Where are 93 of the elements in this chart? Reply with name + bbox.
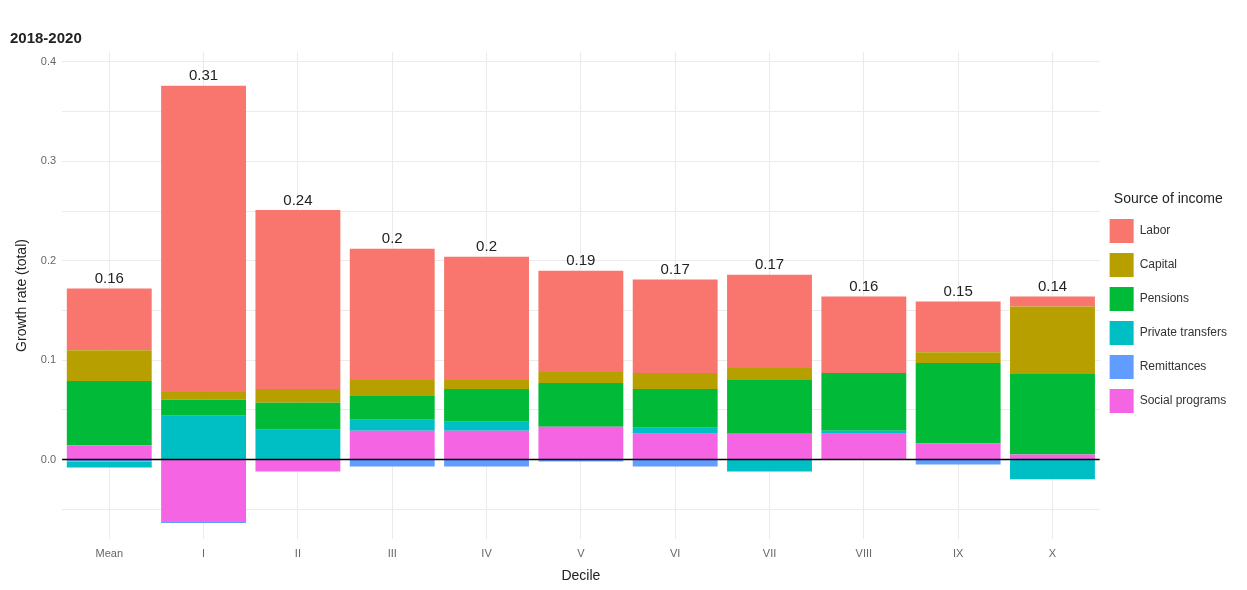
bar [255, 459, 341, 472]
bar [255, 388, 341, 403]
bar [444, 430, 529, 459]
chart-title: 2018-2020 [10, 29, 82, 47]
x-tick-label: X [1048, 546, 1057, 559]
bar [632, 279, 718, 374]
total-label: 0.17 [660, 260, 690, 278]
bar [349, 248, 435, 380]
bar [538, 426, 624, 459]
bar [349, 395, 435, 420]
x-tick-label: III [387, 546, 397, 559]
legend-title: Source of income [1113, 189, 1223, 206]
bar [255, 210, 341, 389]
legend-label: Remittances [1139, 359, 1207, 374]
bar [255, 402, 341, 430]
bar [632, 433, 718, 459]
bar [915, 352, 1001, 364]
legend-label: Social programs [1139, 393, 1227, 408]
bar [727, 368, 812, 380]
y-tick-label: 0.1 [40, 353, 57, 366]
total-label: 0.19 [566, 251, 596, 269]
bar [1010, 306, 1095, 375]
bar [444, 256, 529, 380]
legend-label: Private transfers [1139, 325, 1228, 340]
total-label: 0.31 [188, 66, 219, 84]
bar [444, 388, 529, 422]
bar [821, 296, 907, 374]
bar [1010, 296, 1095, 307]
bar [727, 459, 812, 472]
bar [1010, 454, 1095, 459]
bar [66, 288, 152, 351]
y-tick-label: 0.0 [40, 452, 57, 465]
total-label: 0.15 [943, 282, 973, 300]
x-tick-label: I [202, 546, 206, 559]
bar [915, 363, 1001, 444]
bar [349, 459, 435, 467]
total-label: 0.14 [1037, 277, 1068, 295]
bar [349, 419, 435, 431]
x-tick-label: IX [952, 546, 965, 559]
y-tick-label: 0.2 [40, 253, 57, 266]
x-tick-label: IV [481, 546, 493, 559]
bar [538, 372, 624, 383]
bar [727, 274, 812, 369]
bar [161, 459, 247, 523]
bar [66, 350, 152, 381]
bar [161, 399, 247, 416]
total-label: 0.16 [94, 269, 124, 287]
bar [66, 461, 152, 468]
y-axis-title: Growth rate (total) [13, 239, 30, 352]
bar [161, 85, 247, 392]
total-label: 0.24 [283, 190, 313, 208]
bar [538, 270, 624, 373]
y-tick-label: 0.3 [40, 154, 57, 167]
legend-label: Pensions [1139, 291, 1190, 306]
legend-label: Labor [1139, 223, 1171, 238]
total-label: 0.17 [754, 255, 785, 273]
bar [349, 379, 435, 396]
bar [821, 430, 907, 434]
x-tick-label: II [294, 546, 301, 559]
bar [255, 429, 341, 459]
bar [161, 391, 247, 400]
legend-label: Capital [1139, 257, 1177, 272]
bar [444, 421, 529, 431]
x-tick-label: V [577, 546, 586, 559]
bar [444, 379, 529, 389]
total-label: 0.16 [849, 277, 879, 295]
bar [1010, 374, 1095, 455]
total-label: 0.2 [381, 229, 403, 247]
bar [915, 301, 1001, 353]
bar [66, 380, 152, 446]
bar [538, 382, 624, 427]
bar [915, 459, 1001, 465]
bar [444, 459, 529, 467]
bar [66, 445, 152, 459]
x-tick-label: Mean [95, 546, 124, 559]
y-tick-label: 0.4 [40, 54, 57, 67]
bar [632, 427, 718, 434]
x-tick-label: VII [762, 546, 777, 559]
bar [727, 433, 812, 459]
bar [1010, 459, 1095, 480]
bar [821, 373, 907, 431]
x-tick-label: VIII [855, 546, 873, 559]
bar [161, 415, 247, 459]
bar [727, 379, 812, 434]
bar [821, 433, 907, 459]
bar [915, 443, 1001, 459]
x-tick-label: VI [669, 546, 681, 559]
total-label: 0.2 [476, 237, 497, 255]
bar [632, 373, 718, 389]
bar [632, 388, 718, 428]
bar [349, 430, 435, 459]
x-axis-title: Decile [561, 567, 601, 584]
bar [632, 459, 718, 467]
